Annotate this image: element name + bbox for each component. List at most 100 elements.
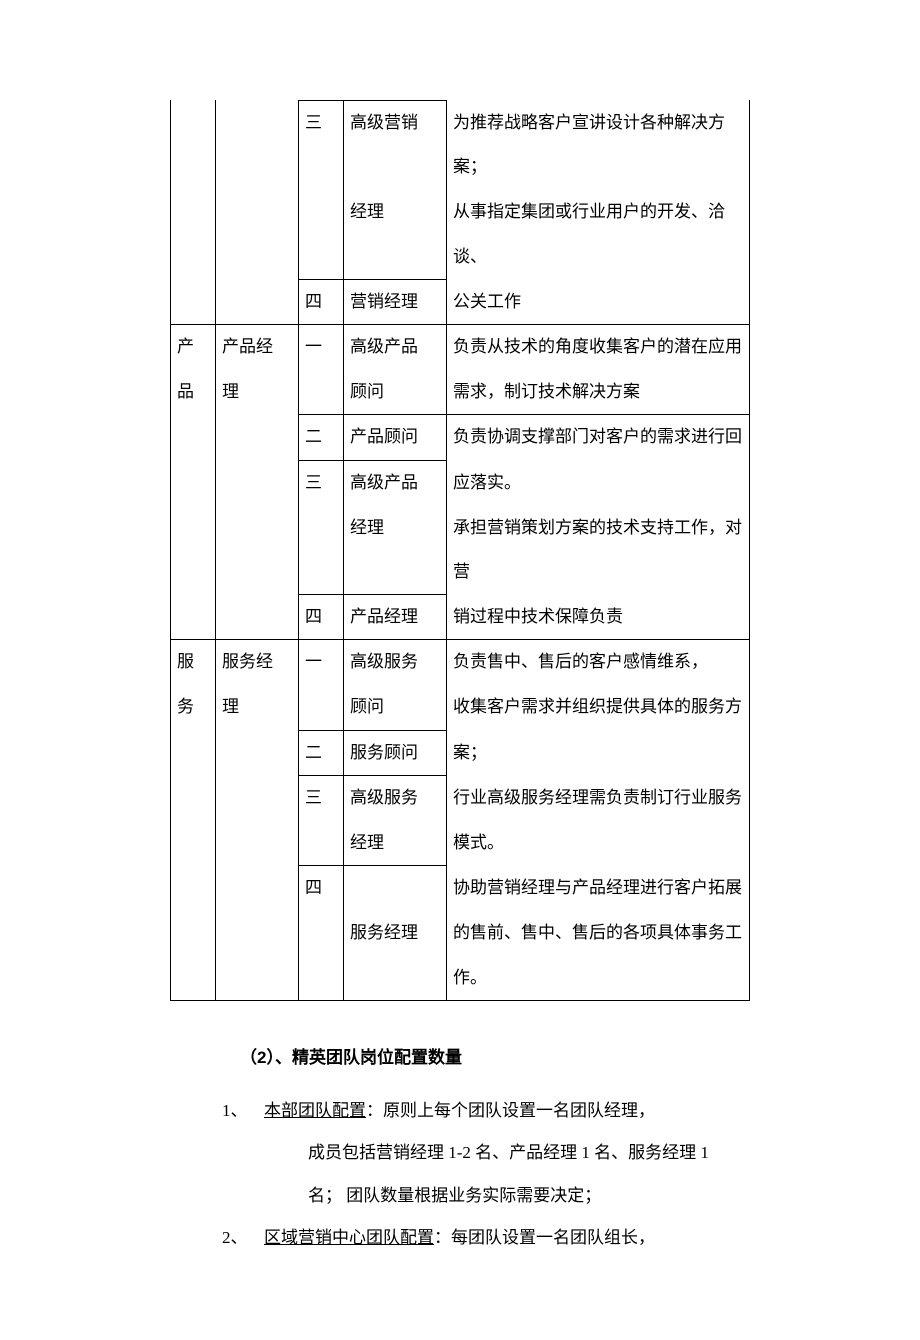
cell-cat: 务 [171,685,216,730]
cell-role [216,821,299,866]
item-continuation: 名； 团队数量根据业务实际需要决定； [222,1175,750,1218]
cell-desc: 模式。 [447,821,750,866]
cell-cat: 品 [171,370,216,415]
cell-desc: 公关工作 [447,279,750,324]
table-row: 经理 模式。 [171,821,750,866]
table-row: 经理 承担营销策划方案的技术支持工作，对营 [171,505,750,594]
item-lead: 区域营销中心团队配置 [264,1228,434,1247]
cell-cat: 服 [171,640,216,685]
cell-cat [171,866,216,1001]
table-row: 三 高级营销 为推荐战略客户宣讲设计各种解决方案； [171,101,750,190]
cell-role [216,460,299,505]
section-heading: （2）、精英团队岗位配置数量 [170,1043,750,1068]
cell-role [216,775,299,820]
item-number: 2、 [222,1217,264,1260]
cell-cat [171,460,216,505]
cell-cat [171,190,216,279]
cell-title: 服务顾问 [344,730,447,775]
table-row: 品 理 顾问 需求，制订技术解决方案 [171,370,750,415]
table-row: 服 服务经 一 高级服务 负责售中、售后的客户感情维系， [171,640,750,685]
cell-title: 服务经理 [344,866,447,1001]
list-item: 1、本部团队配置：原则上每个团队设置一名团队经理， [222,1090,750,1133]
position-table: 三 高级营销 为推荐战略客户宣讲设计各种解决方案； 经理 从事指定集团或行业用户… [170,100,750,1001]
table-row: 四 服务经理 协助营销经理与产品经理进行客户拓展 [171,866,750,911]
cell-title: 产品经理 [344,595,447,640]
cell-desc: 案； [447,730,750,775]
item-lead: 本部团队配置 [264,1101,366,1120]
cell-role [216,279,299,324]
cell-level [299,505,344,594]
item-continuation: 成员包括营销经理 1-2 名、产品经理 1 名、服务经理 1 [222,1132,750,1175]
cell-desc: 应落实。 [447,460,750,505]
cell-desc: 需求，制订技术解决方案 [447,370,750,415]
cell-title: 经理 [344,821,447,866]
table-row: 四 营销经理 公关工作 [171,279,750,324]
cell-title: 经理 [344,505,447,594]
cell-title: 产品顾问 [344,415,447,460]
cell-level: 三 [299,460,344,505]
list-item: 2、区域营销中心团队配置：每团队设置一名团队组长， [222,1217,750,1260]
table-row: 二 服务顾问 案； [171,730,750,775]
cell-cat [171,775,216,820]
cell-role [216,730,299,775]
ordered-list: 1、本部团队配置：原则上每个团队设置一名团队经理， 成员包括营销经理 1-2 名… [170,1090,750,1260]
cell-role [216,101,299,190]
cell-cat [171,821,216,866]
cell-role [216,190,299,279]
cell-role: 理 [216,370,299,415]
cell-level [299,370,344,415]
cell-level: 一 [299,324,344,369]
cell-title: 顾问 [344,370,447,415]
cell-title: 营销经理 [344,279,447,324]
table-row: 产 产品经 一 高级产品 负责从技术的角度收集客户的潜在应用 [171,324,750,369]
table-row: 经理 从事指定集团或行业用户的开发、洽谈、 [171,190,750,279]
cell-role: 理 [216,685,299,730]
item-text: ：原则上每个团队设置一名团队经理， [366,1101,655,1120]
table-row: 三 高级产品 应落实。 [171,460,750,505]
cell-desc: 为推荐战略客户宣讲设计各种解决方案； [447,101,750,190]
table-row: 三 高级服务 行业高级服务经理需负责制订行业服务 [171,775,750,820]
cell-level: 二 [299,730,344,775]
cell-desc: 销过程中技术保障负责 [447,595,750,640]
table-row: 二 产品顾问 负责协调支撑部门对客户的需求进行回 [171,415,750,460]
cell-title: 高级服务 [344,640,447,685]
cell-role: 服务经 [216,640,299,685]
cell-role [216,415,299,460]
cell-level: 一 [299,640,344,685]
cell-cat [171,730,216,775]
cell-desc: 收集客户需求并组织提供具体的服务方 [447,685,750,730]
document-page: 三 高级营销 为推荐战略客户宣讲设计各种解决方案； 经理 从事指定集团或行业用户… [0,0,920,1340]
cell-desc: 承担营销策划方案的技术支持工作，对营 [447,505,750,594]
item-text: ：每团队设置一名团队组长， [434,1228,655,1247]
cell-level [299,821,344,866]
cell-cat [171,505,216,594]
cell-title: 高级服务 [344,775,447,820]
cell-title: 高级产品 [344,324,447,369]
cell-desc: 协助营销经理与产品经理进行客户拓展 [447,866,750,911]
cell-level: 三 [299,775,344,820]
cell-title: 高级产品 [344,460,447,505]
item-number: 1、 [222,1090,264,1133]
cell-level [299,190,344,279]
cell-cat [171,279,216,324]
cell-cat [171,595,216,640]
cell-cat [171,101,216,190]
cell-desc: 负责协调支撑部门对客户的需求进行回 [447,415,750,460]
cell-level [299,911,344,1000]
cell-level: 四 [299,595,344,640]
cell-role [216,595,299,640]
cell-level: 二 [299,415,344,460]
cell-title: 经理 [344,190,447,279]
cell-title: 顾问 [344,685,447,730]
cell-cat: 产 [171,324,216,369]
cell-title: 高级营销 [344,101,447,190]
cell-desc: 负责从技术的角度收集客户的潜在应用 [447,324,750,369]
table-row: 四 产品经理 销过程中技术保障负责 [171,595,750,640]
cell-level: 四 [299,279,344,324]
cell-level [299,685,344,730]
cell-level: 四 [299,866,344,911]
cell-role [216,866,299,1001]
cell-role: 产品经 [216,324,299,369]
cell-cat [171,415,216,460]
table-row: 务 理 顾问 收集客户需求并组织提供具体的服务方 [171,685,750,730]
